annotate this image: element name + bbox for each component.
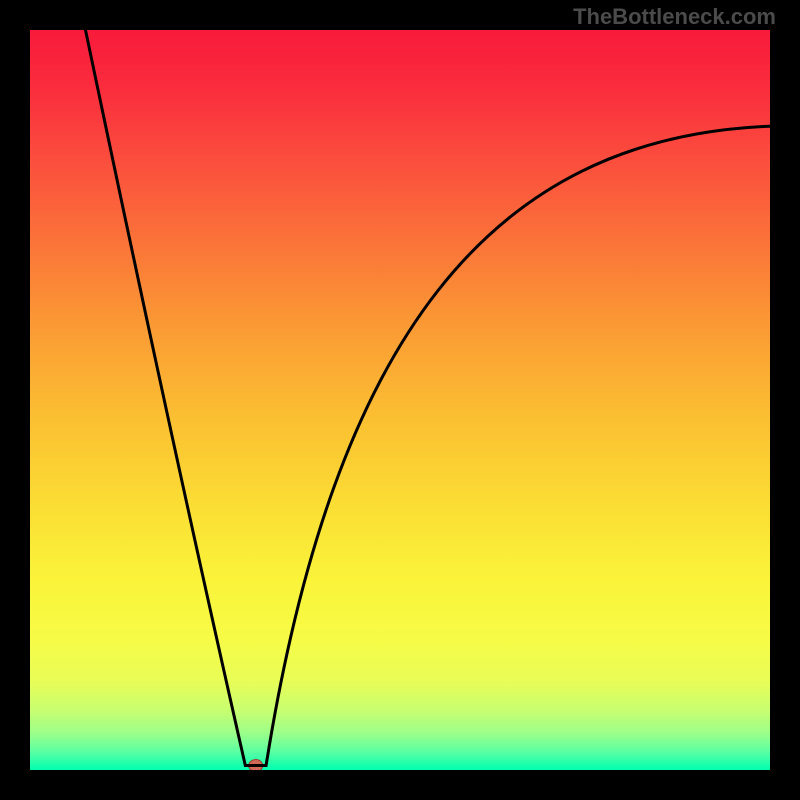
watermark-text: TheBottleneck.com	[573, 4, 776, 30]
chart-stage: TheBottleneck.com	[0, 0, 800, 800]
chart-svg	[0, 0, 800, 800]
